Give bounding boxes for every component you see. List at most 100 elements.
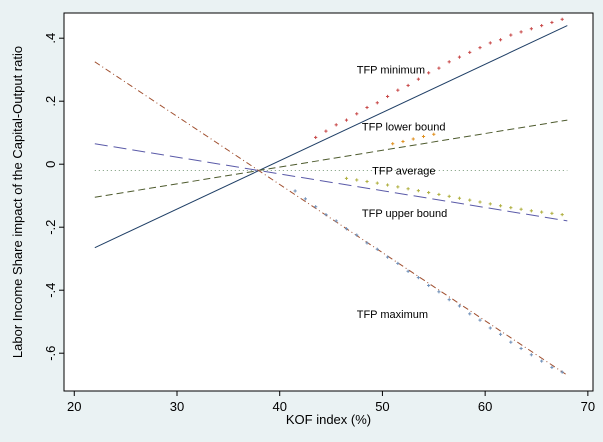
scatter-point	[365, 179, 369, 184]
scatter-point	[385, 183, 390, 187]
scatter-point	[519, 346, 523, 351]
scatter-point	[509, 340, 513, 344]
scatter-point	[488, 202, 492, 206]
scatter-point	[447, 194, 451, 198]
scatter-point	[432, 132, 436, 136]
scatter-point	[519, 207, 523, 211]
scatter-point	[509, 206, 513, 210]
annotation-label: TFP upper bound	[362, 208, 447, 220]
scatter-point	[550, 365, 554, 369]
scatter-point	[293, 189, 297, 193]
scatter-point	[457, 304, 462, 308]
annotation-label: TFP average	[372, 166, 435, 178]
x-tick-label: 60	[478, 399, 492, 414]
scatter-point	[437, 290, 441, 294]
scatter-point	[540, 359, 544, 363]
scatter-point	[344, 227, 349, 231]
scatter-point	[560, 213, 564, 217]
scatter-point	[457, 55, 462, 59]
scatter-point	[529, 27, 533, 31]
scatter-point	[391, 142, 395, 146]
scatter-point	[540, 210, 544, 214]
scatter-point	[416, 77, 420, 81]
scatter-point	[457, 196, 462, 200]
series-line	[94, 119, 568, 198]
scatter-point	[344, 118, 349, 122]
scatter-point	[560, 17, 564, 21]
scatter-point	[365, 105, 369, 110]
scatter-point	[498, 204, 503, 208]
scatter-point	[411, 137, 415, 141]
y-tick-label: -.6	[43, 346, 58, 361]
scatter-point	[375, 181, 379, 185]
y-tick-label: 0	[43, 161, 58, 168]
scatter-point	[396, 88, 400, 92]
y-tick-label: .2	[43, 96, 58, 107]
x-tick-label: 50	[375, 399, 389, 414]
scatter-point	[488, 326, 492, 330]
scatter-point	[303, 197, 307, 201]
scatter-point	[401, 139, 405, 144]
scatter-point	[488, 41, 492, 45]
series-line	[94, 143, 568, 222]
scatter-point	[375, 247, 379, 251]
y-tick-label: -.4	[43, 283, 58, 298]
scatter-point	[550, 20, 554, 25]
x-tick-label: 30	[170, 399, 184, 414]
scatter-point	[427, 190, 431, 195]
scatter-point	[529, 209, 533, 213]
scatter-point	[519, 30, 523, 34]
scatter-point	[396, 261, 400, 266]
scatter-point	[396, 185, 400, 189]
series-lines	[94, 25, 568, 376]
plot-area	[63, 12, 594, 392]
scatter-point	[334, 219, 338, 223]
x-tick-label: 40	[272, 399, 286, 414]
scatter-point	[375, 101, 379, 105]
y-tick-label: .4	[43, 33, 58, 44]
scatter-point	[334, 123, 338, 127]
scatter-point	[314, 205, 318, 209]
scatter-point	[437, 66, 441, 70]
scatter-point	[416, 276, 420, 280]
scatter-point	[355, 233, 359, 237]
scatter-point	[421, 134, 426, 139]
scatter-point	[468, 50, 472, 54]
annotation-label: TFP lower bound	[362, 121, 446, 133]
scatter-point	[355, 112, 359, 116]
x-tick-label: 20	[67, 399, 81, 414]
scatter-points	[293, 17, 564, 374]
x-axis: 20 30 40 50 60 70	[67, 391, 595, 414]
scatter-point	[478, 200, 482, 204]
y-axis: .4 .2 0 -.2 -.4 -.6	[43, 33, 64, 361]
scatter-point	[427, 71, 431, 75]
scatter-point	[344, 176, 349, 180]
scatter-point	[540, 24, 544, 28]
scatter-point	[478, 318, 482, 322]
scatter-point	[447, 60, 451, 64]
scatter-point	[427, 283, 431, 288]
scatter-point	[406, 187, 410, 191]
scatter-point	[529, 353, 533, 357]
scatter-point	[314, 135, 318, 140]
x-tick-label: 70	[581, 399, 595, 414]
scatter-point	[416, 189, 420, 193]
scatter-point	[385, 94, 390, 99]
scatter-point	[509, 33, 513, 37]
scatter-point	[498, 38, 503, 42]
y-axis-title: Labor Income Share impact of the Capital…	[10, 46, 25, 358]
series-line	[94, 25, 568, 249]
scatter-point	[437, 192, 441, 197]
scatter-point	[365, 241, 369, 245]
scatter-point	[498, 332, 503, 336]
scatter-point	[468, 198, 472, 202]
scatter-point	[447, 298, 451, 302]
scatter-point	[324, 129, 328, 133]
annotations: TFP minimum TFP lower bound TFP average TFP…	[357, 65, 448, 321]
scatter-point	[355, 178, 359, 182]
scatter-point	[406, 269, 410, 273]
scatter-point	[406, 83, 410, 88]
y-tick-label: -.2	[43, 220, 58, 235]
scatter-point	[324, 213, 328, 217]
